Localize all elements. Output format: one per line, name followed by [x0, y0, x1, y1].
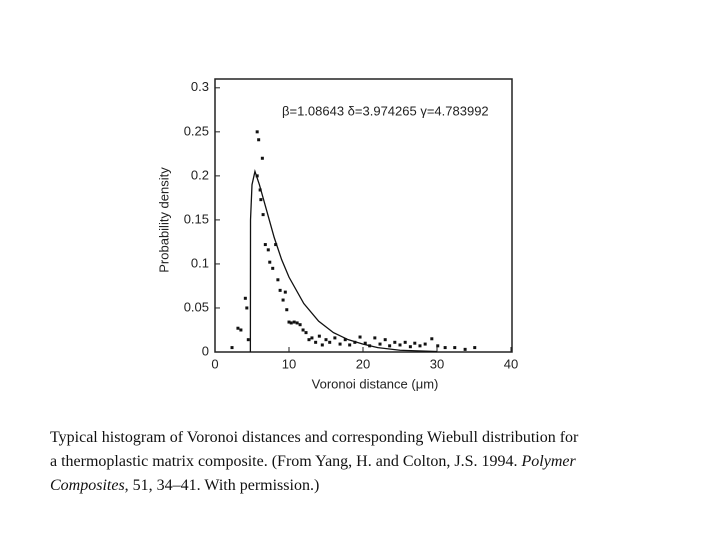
chart: β=1.08643 δ=3.974265 γ=4.783992 Probabil… — [156, 78, 518, 391]
data-point — [263, 243, 267, 247]
caption-line: a thermoplastic matrix composite. (From … — [50, 450, 578, 474]
y-tick-label: 0.1 — [191, 255, 209, 270]
data-point — [314, 340, 318, 344]
data-point — [423, 342, 427, 346]
annotation: β=1.08643 δ=3.974265 γ=4.783992 — [282, 103, 489, 118]
data-point — [408, 345, 412, 349]
data-point — [301, 328, 305, 332]
x-tick-label: 40 — [504, 356, 518, 371]
data-point — [328, 340, 332, 344]
data-point — [278, 288, 282, 292]
plot-frame — [214, 78, 513, 353]
y-axis-label: Probability density — [156, 167, 171, 273]
data-point — [283, 290, 287, 294]
data-point — [310, 336, 314, 340]
data-point — [443, 346, 447, 350]
data-point — [271, 266, 275, 270]
data-point — [343, 338, 347, 342]
y-tick-label: 0.15 — [184, 211, 209, 226]
y-tick-label: 0.25 — [184, 123, 209, 138]
caption: Typical histogram of Voronoi distances a… — [50, 426, 578, 498]
data-point — [393, 340, 397, 344]
data-point — [298, 323, 302, 327]
data-point — [388, 344, 392, 348]
data-point — [398, 343, 402, 347]
data-point — [236, 326, 240, 330]
data-point — [255, 174, 259, 178]
data-point — [287, 320, 291, 324]
y-tick-label: 0.05 — [184, 299, 209, 314]
x-tick-label: 0 — [211, 356, 218, 371]
x-axis-label: Voronoi distance (μm) — [312, 376, 439, 391]
data-point — [338, 342, 342, 346]
data-point — [243, 296, 247, 300]
data-point — [289, 321, 293, 325]
data-point — [245, 306, 249, 310]
caption-text: Polymer — [521, 453, 576, 470]
caption-text: Typical histogram of Voronoi distances a… — [50, 429, 579, 446]
data-point — [304, 331, 308, 335]
y-tick-label: 0 — [202, 343, 209, 358]
caption-text: , 51, 34–41. With permission.) — [124, 477, 320, 494]
x-tick-label: 20 — [356, 356, 370, 371]
data-point — [255, 130, 259, 134]
data-point — [295, 321, 299, 325]
data-point — [348, 343, 352, 347]
data-point — [260, 156, 264, 160]
data-point — [363, 341, 367, 345]
data-point — [358, 335, 362, 339]
data-point — [281, 298, 285, 302]
data-point — [403, 340, 407, 344]
data-point — [378, 342, 382, 346]
data-point — [463, 347, 467, 351]
data-point — [307, 338, 311, 342]
data-point — [266, 248, 270, 252]
data-point — [239, 328, 243, 332]
y-tick-label: 0.2 — [191, 167, 209, 182]
data-point — [258, 188, 262, 192]
data-point — [261, 213, 265, 217]
data-point — [320, 343, 324, 347]
x-tick-label: 10 — [282, 356, 296, 371]
y-tick-label: 0.3 — [191, 79, 209, 94]
data-point — [259, 198, 263, 202]
data-point — [292, 320, 296, 324]
data-point — [473, 346, 477, 350]
data-point — [333, 336, 337, 340]
data-point — [257, 138, 261, 142]
data-point — [276, 278, 280, 282]
data-point — [246, 338, 250, 342]
caption-line: Composites, 51, 34–41. With permission.) — [50, 474, 578, 498]
caption-text: a thermoplastic matrix composite. (From … — [50, 453, 522, 470]
data-point — [373, 336, 377, 340]
data-point — [436, 344, 440, 348]
data-point — [230, 346, 234, 350]
fit-curve — [249, 169, 438, 353]
data-point — [413, 341, 417, 345]
data-point — [268, 260, 272, 264]
data-point — [418, 344, 422, 348]
x-tick-label: 30 — [430, 356, 444, 371]
data-point — [453, 346, 457, 350]
data-point — [285, 308, 289, 312]
data-point — [430, 337, 434, 341]
data-point — [383, 338, 387, 342]
caption-text: Composites — [50, 477, 125, 494]
caption-line: Typical histogram of Voronoi distances a… — [50, 426, 578, 450]
data-point — [317, 334, 321, 338]
data-point — [274, 243, 278, 247]
data-point — [324, 338, 328, 342]
